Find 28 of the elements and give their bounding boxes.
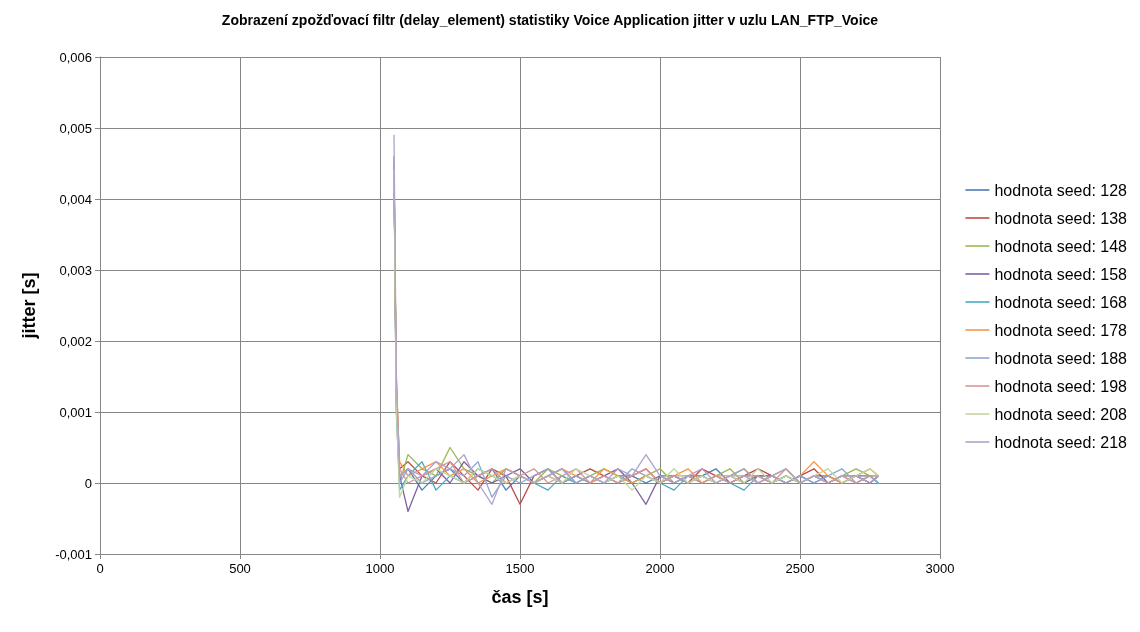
y-tick-label: 0,005 (59, 120, 92, 136)
legend-label: hodnota seed: 208 (994, 405, 1128, 423)
legend-label: hodnota seed: 158 (994, 265, 1128, 283)
legend-label: hodnota seed: 198 (994, 377, 1128, 395)
x-tick-label: 2500 (785, 561, 815, 576)
y-tick-label: 0,003 (59, 262, 92, 278)
legend-label: hodnota seed: 218 (994, 433, 1128, 451)
x-tick-label: 2000 (645, 561, 675, 576)
x-axis-title: čas [s] (491, 587, 549, 607)
legend-label: hodnota seed: 148 (994, 237, 1128, 255)
legend-label: hodnota seed: 188 (994, 349, 1128, 367)
legend-label: hodnota seed: 138 (994, 209, 1128, 227)
legend-label: hodnota seed: 128 (994, 181, 1128, 199)
y-axis-title: jitter [s] (19, 272, 39, 340)
y-tick-label: 0,004 (59, 191, 92, 207)
x-tick-label: 3000 (925, 561, 955, 576)
x-tick-label: 1500 (505, 561, 535, 576)
legend-label: hodnota seed: 168 (994, 293, 1128, 311)
y-tick-label: 0,002 (59, 333, 92, 349)
y-tick-label: 0 (84, 475, 92, 491)
x-tick-label: 1000 (365, 561, 395, 576)
y-tick-label: 0,001 (59, 404, 92, 420)
x-tick-label: 500 (229, 561, 251, 576)
chart-title: Zobrazení zpožďovací filtr (delay_element) statistiky Voice Application jitter v uzlu LAN_FTP_Voice (221, 12, 879, 28)
x-tick-label: 0 (96, 561, 104, 576)
y-tick-label: -0,001 (55, 546, 92, 562)
legend-label: hodnota seed: 178 (994, 321, 1128, 339)
y-tick-label: 0,006 (59, 49, 92, 65)
